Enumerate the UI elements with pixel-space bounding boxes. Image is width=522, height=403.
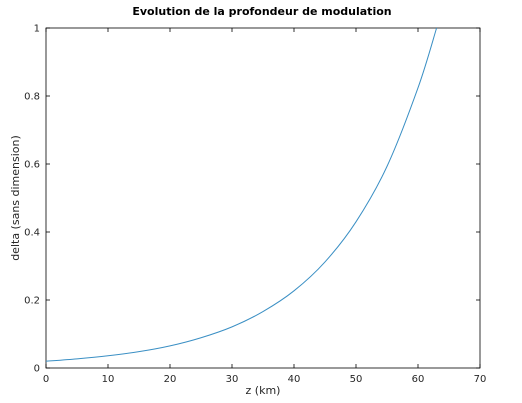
chart-title: Evolution de la profondeur de modulation	[132, 5, 391, 18]
x-axis-label: z (km)	[246, 384, 281, 397]
x-tick-label: 70	[474, 374, 487, 385]
x-tick-label: 50	[350, 374, 363, 385]
x-tick-label: 30	[226, 374, 239, 385]
y-tick-label: 0.2	[24, 296, 40, 307]
series-layer	[45, 27, 438, 362]
plot-frame	[45, 27, 481, 369]
x-axis: 0 10 20 30 40 50 60 70	[43, 28, 487, 385]
x-tick-label: 0	[43, 374, 49, 385]
x-tick-label: 60	[412, 374, 425, 385]
y-tick-label: 0.4	[24, 228, 40, 239]
y-axis-label: delta (sans dimension)	[9, 135, 22, 261]
y-tick-label: 1	[34, 24, 40, 35]
y-tick-label: 0	[34, 364, 40, 375]
x-tick-label: 40	[288, 374, 301, 385]
y-tick-label: 0.6	[24, 160, 40, 171]
x-tick-label: 20	[164, 374, 177, 385]
series-line	[45, 27, 438, 362]
y-tick-label: 0.8	[24, 92, 40, 103]
x-tick-label: 10	[102, 374, 115, 385]
y-axis: 0 0.2 0.4 0.6 0.8 1	[24, 24, 480, 375]
